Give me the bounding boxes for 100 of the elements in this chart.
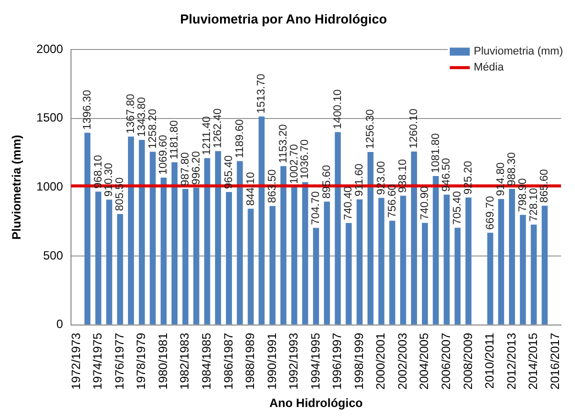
data-label: 669.70 — [484, 196, 496, 230]
bar — [378, 198, 384, 324]
x-tick-label: 2008/2009 — [460, 332, 475, 390]
bar — [160, 178, 167, 324]
x-tick-label: 1986/1987 — [221, 332, 236, 390]
bar — [150, 152, 156, 324]
bar — [444, 194, 450, 324]
x-tick-label: 1994/1995 — [308, 332, 322, 390]
data-label: 988.30 — [506, 152, 518, 186]
x-tick-label: 1988/1989 — [243, 332, 258, 390]
data-label: 865.60 — [538, 169, 551, 203]
data-label: 1256.30 — [364, 109, 377, 149]
y-tick-label: 500 — [43, 248, 64, 262]
bar — [172, 162, 178, 324]
bar — [128, 136, 134, 324]
x-tick-label: 1992/1993 — [286, 332, 301, 390]
data-label: 1396.30 — [81, 90, 94, 130]
x-tick-label: 2006/2007 — [439, 332, 453, 390]
y-tick-label: 1500 — [36, 110, 64, 125]
data-label: 925.20 — [462, 160, 474, 195]
bar — [487, 232, 494, 324]
data-label: 704.70 — [310, 191, 322, 225]
data-label: 705.40 — [452, 191, 464, 225]
x-tick-label: 2010/2011 — [482, 332, 497, 389]
data-label: 923.00 — [375, 161, 388, 195]
data-label: 740.90 — [418, 186, 431, 220]
data-label: 946.50 — [440, 158, 453, 192]
bar — [367, 152, 374, 324]
data-label: 965.40 — [222, 155, 235, 189]
x-axis-title: Ano Hidrológico — [269, 396, 363, 410]
data-label: 1069.60 — [158, 134, 170, 175]
bar — [270, 206, 276, 324]
bar — [542, 206, 548, 324]
data-label: 914.80 — [495, 162, 508, 196]
bar — [530, 224, 537, 324]
bar — [236, 161, 243, 324]
y-axis-title: Pluviometria (mm) — [10, 134, 24, 240]
bar — [313, 228, 320, 324]
bar — [248, 208, 254, 324]
bar — [84, 132, 90, 324]
data-label: 1211.40 — [201, 116, 214, 156]
bar — [509, 188, 516, 324]
x-tick-label: 1974/1975 — [90, 332, 105, 390]
data-label: 798.90 — [516, 178, 529, 212]
data-label: 756.60 — [386, 184, 398, 218]
data-label: 911.60 — [354, 164, 366, 196]
bar — [454, 228, 461, 324]
bar — [411, 151, 418, 324]
data-label: 996.20 — [190, 151, 202, 185]
x-tick-label: 1980/1981 — [156, 332, 170, 390]
x-tick-label: 2016/2017 — [548, 332, 562, 390]
bar — [465, 198, 472, 324]
data-label: 1081.80 — [430, 133, 442, 173]
bar — [138, 140, 145, 324]
bar — [117, 214, 124, 324]
x-tick-label: 1984/1985 — [199, 332, 214, 390]
bar — [291, 186, 298, 324]
x-tick-label: 2004/2005 — [417, 332, 432, 390]
x-tick-label: 2014/2015 — [526, 332, 540, 390]
x-tick-label: 1976/1977 — [112, 332, 126, 390]
legend-label: Média — [474, 62, 505, 74]
data-label: 1189.60 — [234, 119, 246, 158]
bar — [215, 151, 222, 324]
bar — [389, 220, 396, 324]
bar — [302, 182, 308, 324]
y-tick-label: 0 — [56, 317, 64, 332]
chart-title: Pluviometria por Ano Hidrológico — [180, 11, 387, 26]
data-label: 740.40 — [342, 186, 355, 220]
x-tick-label: 2000/2001 — [374, 332, 388, 390]
bar — [106, 200, 112, 324]
bar — [498, 198, 504, 324]
y-tick-label: 2000 — [36, 42, 64, 56]
data-label: 1513.70 — [256, 74, 268, 114]
bar — [356, 199, 363, 324]
x-tick-label: 1996/1997 — [330, 332, 344, 390]
data-label: 844.10 — [244, 172, 257, 206]
bar — [432, 176, 439, 324]
x-tick-label: 1982/1983 — [178, 332, 192, 390]
data-label: 895.60 — [320, 164, 333, 199]
x-tick-label: 1972/1973 — [68, 332, 83, 390]
data-label: 910.30 — [103, 162, 116, 197]
bar — [520, 214, 526, 324]
data-label: 863.50 — [266, 169, 279, 204]
data-label: 1153.20 — [277, 124, 290, 164]
data-label: 1258.20 — [146, 108, 159, 149]
bar — [280, 166, 286, 324]
data-label: 1260.10 — [408, 108, 420, 148]
x-tick-label: 1978/1979 — [134, 332, 148, 390]
data-label: 938.10 — [397, 159, 410, 193]
bar — [182, 188, 188, 324]
bar — [95, 192, 102, 324]
data-label: 968.10 — [92, 154, 104, 189]
bar — [324, 202, 330, 324]
x-tick-label: 1990/1991 — [264, 332, 279, 390]
bar — [193, 188, 200, 324]
bar — [226, 192, 232, 324]
data-label: 728.10 — [528, 188, 540, 222]
bar — [400, 196, 406, 324]
y-tick-label: 1000 — [36, 180, 64, 194]
bar — [204, 158, 210, 324]
